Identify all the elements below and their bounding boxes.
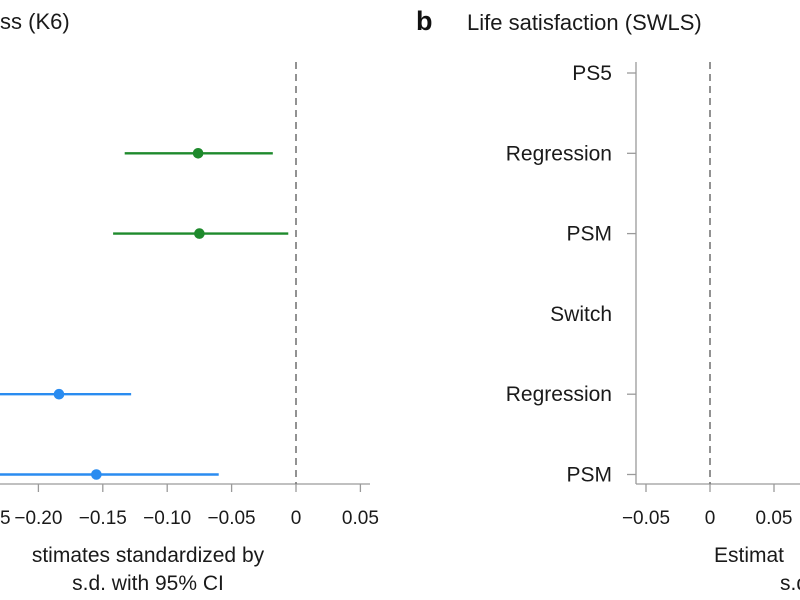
panel-a-x-label-line1: stimates standardized by [32,544,265,567]
panel-a-estimates [0,148,289,480]
point-estimate [53,388,65,400]
panel-a: ss (K6) 5 −0.20 −0.15 −0.10 −0.05 0 0.05 stima… [0,9,379,595]
panel-b-row-labels: PS5 Regression PSM Switch Regression PSM [506,62,636,487]
panel-b-row-label: PS5 [572,62,612,85]
panel-b-row-label: Regression [506,383,612,406]
panel-a-x-label-line2: s.d. with 95% CI [72,572,224,595]
panel-b-x-tick-label: −0.05 [622,508,670,529]
point-estimate [91,469,102,480]
panel-b-x-ticks: −0.05 0 0.05 [622,484,793,529]
panel-a-x-ticks: 5 −0.20 −0.15 −0.10 −0.05 0 0.05 [0,484,379,529]
panel-a-x-tick-label: −0.20 [14,508,62,529]
panel-b-x-label-line2: s.d [780,572,800,595]
panel-b: b Life satisfaction (SWLS) PS5 Regression… [416,6,800,595]
panel-b-x-tick-label: 0.05 [756,508,793,529]
panel-b-row-label: PSM [566,464,612,487]
panel-b-x-label-line1: Estimat [714,544,784,567]
panel-b-title: Life satisfaction (SWLS) [467,10,702,35]
panel-a-x-tick-label: −0.05 [208,508,256,529]
point-estimate [194,228,205,239]
panel-a-title: ss (K6) [0,9,70,34]
panel-b-row-label: PSM [566,223,612,246]
panel-a-x-tick-label: 0 [291,508,302,529]
panel-b-row-label: Regression [506,142,612,165]
panel-a-x-tick-label: −0.10 [143,508,191,529]
panel-a-x-tick-label: −0.15 [79,508,127,529]
point-estimate [192,148,204,159]
panel-a-x-tick-label: 0.05 [342,508,379,529]
panel-b-letter: b [416,6,433,36]
panel-b-row-label: Switch [550,303,612,326]
panel-a-x-tick-label: 5 [0,508,11,529]
panel-b-x-tick-label: 0 [705,508,716,529]
